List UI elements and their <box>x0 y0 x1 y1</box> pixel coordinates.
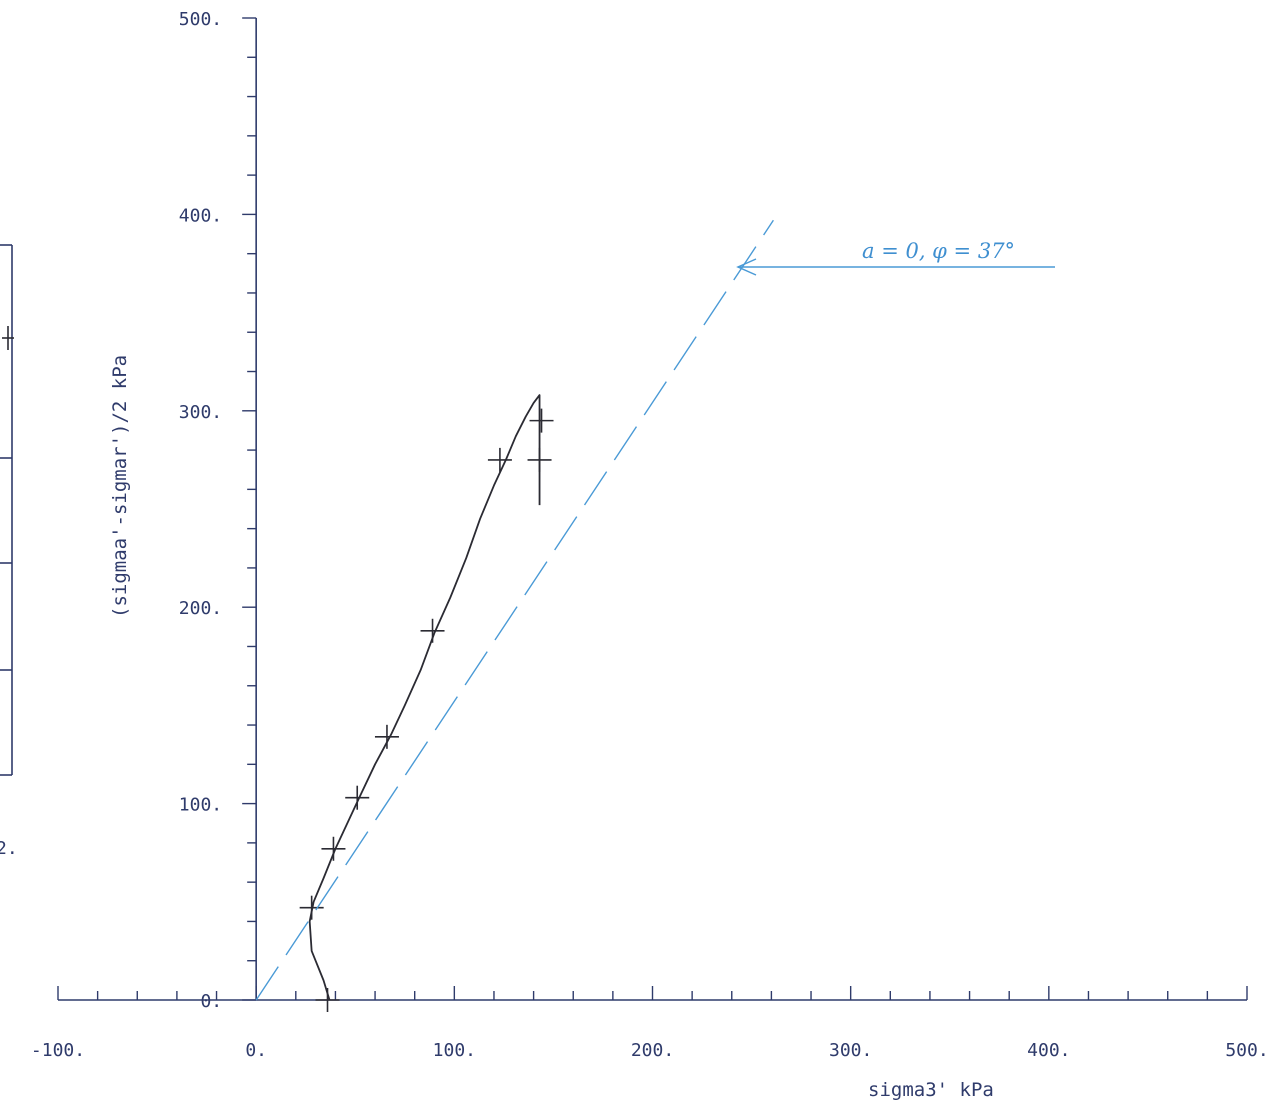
x-tick-label: 500. <box>1225 1040 1268 1061</box>
x-tick-label: 100. <box>433 1040 476 1061</box>
x-tick-label: 400. <box>1027 1040 1070 1061</box>
data-point-marker <box>299 895 324 920</box>
stress-path-line <box>308 394 541 1001</box>
x-axis-title: sigma3' kPa <box>868 1079 994 1101</box>
y-tick-label: 100. <box>179 795 222 816</box>
x-tick-label: 0. <box>245 1040 267 1061</box>
y-tick-label: 200. <box>179 598 222 619</box>
data-point-marker <box>420 618 445 643</box>
x-tick-label: 300. <box>829 1040 872 1061</box>
tick-labels: -100. 0. 100. 200. 300. 400. 500. 0. 100. 200. 300… <box>31 9 1269 1061</box>
data-point-marker <box>527 447 552 472</box>
y-axis-title: (sigmaa'-sigmar')/2 kPa <box>109 355 131 618</box>
partial-left-panel: 2. <box>0 244 18 859</box>
left-panel-tick-label: 2. <box>0 838 18 859</box>
data-point-marker <box>321 836 346 861</box>
x-tick-label: -100. <box>31 1040 85 1061</box>
y-tick-label: 300. <box>179 402 222 423</box>
data-point-marker <box>374 724 399 749</box>
annotation-arrow-head <box>736 258 757 276</box>
data-point-marker <box>345 785 370 810</box>
failure-envelope-line <box>255 219 774 1001</box>
y-tick-label: 500. <box>179 9 222 30</box>
failure-envelope-annotation: a = 0, φ = 37° <box>736 239 1055 276</box>
left-panel-marker <box>2 326 14 350</box>
axes <box>58 18 1247 1001</box>
y-tick-label: 400. <box>179 205 222 226</box>
x-tick-label: 200. <box>631 1040 674 1061</box>
annotation-text: a = 0, φ = 37° <box>862 239 1015 263</box>
ticks <box>57 17 1248 1001</box>
data-point-marker <box>487 447 512 472</box>
data-point-marker <box>315 988 340 1012</box>
series-layer <box>255 219 774 1012</box>
y-tick-label: 0. <box>200 991 222 1012</box>
data-point-marker <box>529 408 554 433</box>
